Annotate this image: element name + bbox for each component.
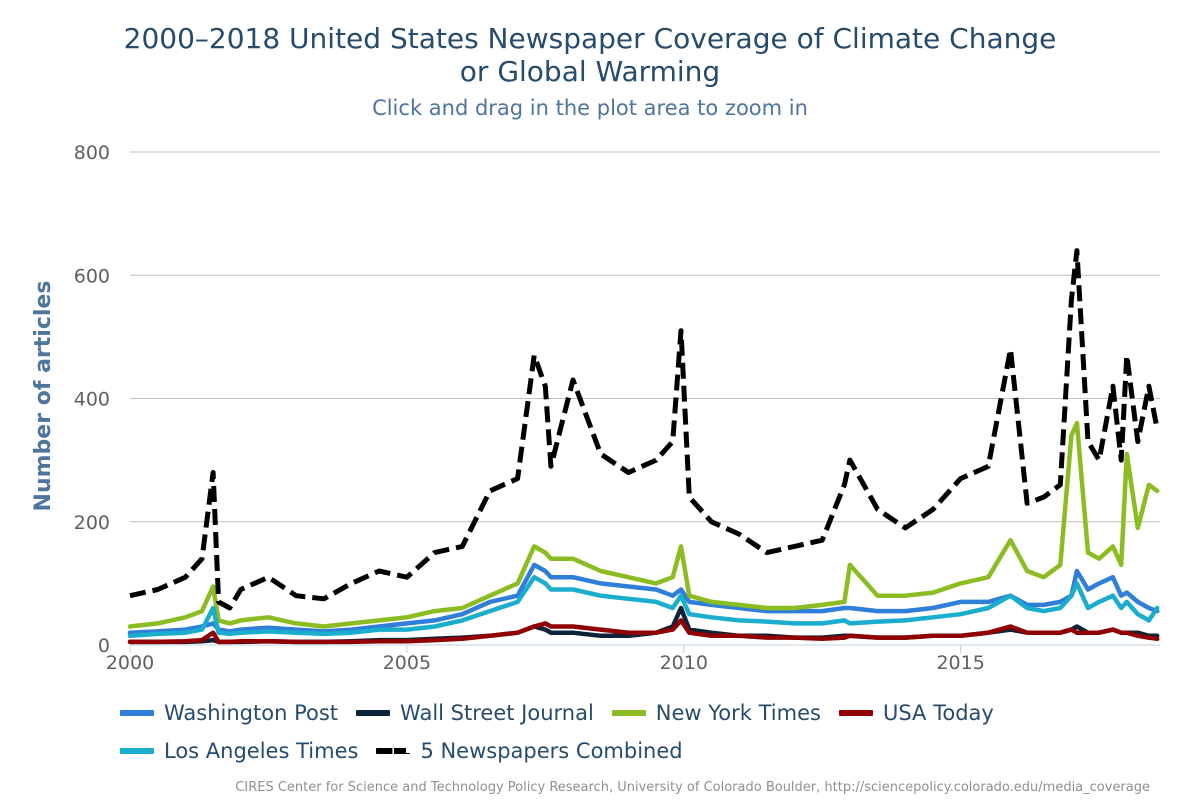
series-line-usa-today[interactable] — [127, 618, 1160, 645]
y-tick-label: 800 — [74, 142, 110, 164]
grid-lines — [130, 151, 1160, 523]
x-tick-label: 2015 — [936, 652, 984, 674]
y-axis-ticks: 0 200 400 600 800 — [74, 142, 110, 657]
legend-label: Wall Street Journal — [400, 701, 594, 725]
y-tick-label: 400 — [74, 389, 110, 411]
legend-label: 5 Newspapers Combined — [420, 739, 683, 763]
legend-label: Washington Post — [164, 701, 339, 725]
legend-label: Los Angeles Times — [164, 739, 359, 763]
series-line-wall-street-journal[interactable] — [127, 605, 1160, 645]
chart-title: 2000–2018 United States Newspaper Covera… — [123, 22, 1057, 88]
legend-label: USA Today — [882, 701, 994, 725]
x-tick-label: 2005 — [383, 652, 431, 674]
x-tick-label: 2000 — [106, 652, 154, 674]
legend-item-5-newspapers-combined[interactable]: 5 Newspapers Combined — [376, 738, 683, 764]
legend-label: New York Times — [655, 701, 821, 725]
legend-item-washington-post[interactable]: Washington Post — [120, 700, 338, 726]
y-tick-label: 600 — [74, 265, 110, 287]
series-lines — [127, 248, 1160, 645]
x-axis-ticks: 2000 2005 2010 2015 — [106, 645, 985, 674]
legend-item-usa-today[interactable]: USA Today — [838, 700, 994, 726]
legend-item-wall-street-journal[interactable]: Wall Street Journal — [356, 700, 594, 726]
legend-swatch — [356, 710, 391, 716]
y-tick-label: 200 — [74, 512, 110, 534]
series-line-los-angeles-times[interactable] — [127, 574, 1160, 639]
legend: Washington Post Wall Street Journal New Yo… — [120, 700, 1120, 764]
legend-item-new-york-times[interactable]: New York Times — [611, 700, 821, 726]
legend-swatch — [611, 710, 646, 716]
legend-swatch — [120, 710, 154, 716]
y-axis-label: Number of articles — [31, 281, 56, 512]
x-tick-label: 2010 — [660, 652, 708, 674]
legend-swatch — [376, 748, 411, 754]
legend-item-los-angeles-times[interactable]: Los Angeles Times — [120, 738, 358, 764]
credits[interactable]: CIRES Center for Science and Technology … — [235, 780, 1150, 795]
legend-swatch — [120, 748, 154, 754]
series-line-5-newspapers-combined[interactable] — [129, 248, 1160, 611]
chart-subtitle: Click and drag in the plot area to zoom … — [372, 96, 808, 120]
series-line-new-york-times[interactable] — [127, 420, 1160, 629]
legend-swatch — [838, 710, 873, 716]
y-tick-label: 0 — [98, 635, 110, 657]
